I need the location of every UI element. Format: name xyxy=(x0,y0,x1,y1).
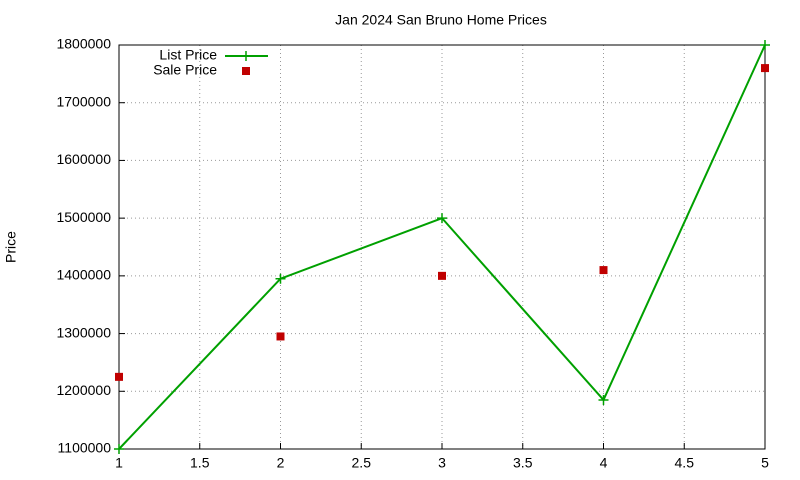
data-point xyxy=(599,266,608,275)
data-point xyxy=(760,40,770,50)
y-tick-label: 1500000 xyxy=(56,209,111,225)
data-point xyxy=(761,64,769,73)
y-tick-label: 1300000 xyxy=(56,324,111,340)
x-tick-label: 3 xyxy=(438,455,446,471)
x-tick-label: 2 xyxy=(277,455,285,471)
data-point xyxy=(437,213,447,224)
x-tick-label: 3.5 xyxy=(513,455,533,471)
legend-label: Sale Price xyxy=(153,62,217,78)
chart-title: Jan 2024 San Bruno Home Prices xyxy=(335,12,547,28)
y-tick-label: 1700000 xyxy=(56,93,111,109)
data-point xyxy=(598,394,609,405)
x-tick-label: 2.5 xyxy=(352,455,372,471)
y-tick-label: 1800000 xyxy=(56,36,111,52)
x-tick-label: 5 xyxy=(761,455,769,471)
legend-swatch xyxy=(241,51,251,61)
y-tick-label: 1100000 xyxy=(58,440,112,456)
plot-border xyxy=(118,44,766,450)
data-point xyxy=(114,444,124,454)
data-point xyxy=(438,271,446,280)
y-tick-label: 1200000 xyxy=(56,382,111,398)
data-point xyxy=(275,273,286,284)
x-tick-label: 4.5 xyxy=(675,455,695,471)
data-point xyxy=(115,372,123,381)
x-tick-label: 1 xyxy=(115,455,123,471)
y-axis-label: Price xyxy=(3,231,19,263)
x-tick-label: 1.5 xyxy=(190,455,210,471)
legend-label: List Price xyxy=(159,47,217,63)
legend-swatch xyxy=(242,67,250,75)
data-point xyxy=(276,332,285,341)
y-tick-label: 1600000 xyxy=(56,151,111,167)
x-tick-label: 4 xyxy=(600,455,608,471)
y-tick-label: 1400000 xyxy=(56,267,111,283)
